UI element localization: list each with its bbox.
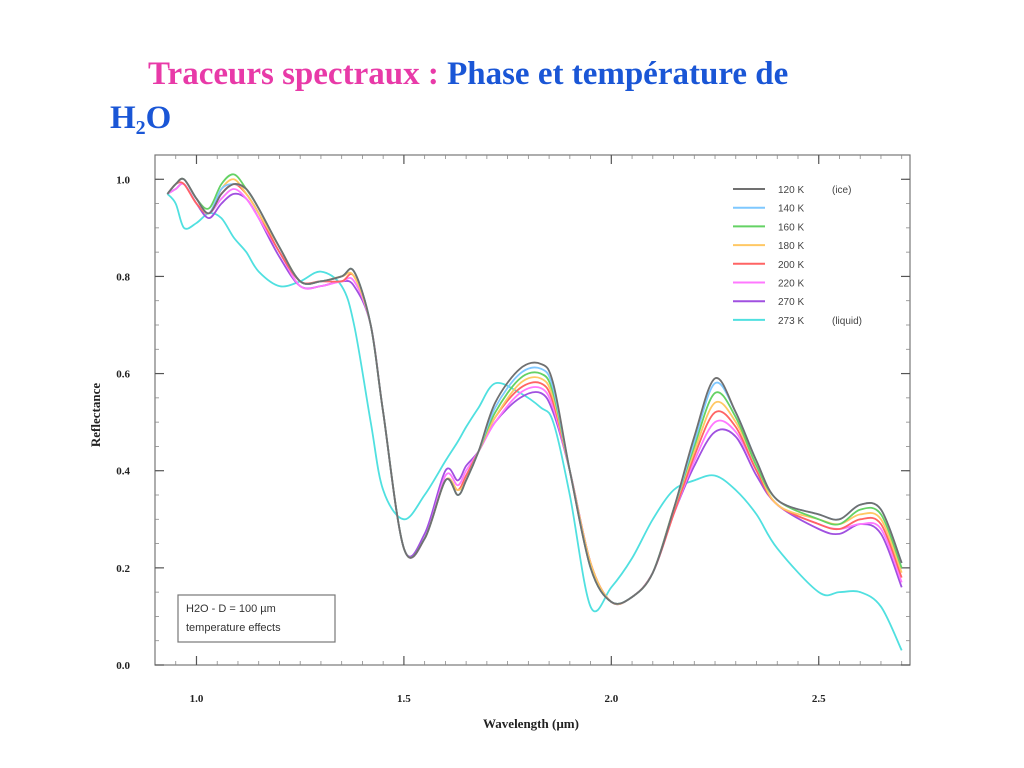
x-tick-label: 1.5 — [397, 693, 411, 705]
y-tick-label: 1.0 — [116, 174, 130, 186]
x-axis-label: Wavelength (µm) — [483, 716, 579, 731]
y-axis-label: Reflectance — [88, 383, 103, 447]
title-h: H — [110, 100, 136, 136]
annotation-line: temperature effects — [186, 622, 281, 634]
legend-label: 200 K — [778, 260, 804, 271]
y-tick-label: 0.4 — [116, 466, 130, 478]
title-part-pink: Traceurs spectraux : — [148, 56, 439, 92]
series-line-120-k — [166, 177, 903, 605]
title-part-blue: Phase et température de — [447, 56, 789, 92]
y-tick-label: 0.0 — [116, 660, 130, 672]
title-subscript: 2 — [135, 117, 146, 139]
legend-label: 270 K — [778, 297, 804, 308]
y-tick-label: 0.6 — [116, 369, 130, 381]
legend-label: 273 K — [778, 316, 804, 327]
x-tick-label: 2.5 — [812, 693, 826, 705]
x-tick-label: 2.0 — [604, 693, 618, 705]
legend-note: (ice) — [832, 185, 851, 196]
legend-label: 120 K — [778, 185, 804, 196]
legend-label: 160 K — [778, 222, 804, 233]
series-line-273-k — [166, 193, 903, 651]
legend-label: 140 K — [778, 204, 804, 215]
series-line-160-k — [166, 173, 903, 605]
legend-label: 180 K — [778, 241, 804, 252]
series-line-220-k — [166, 182, 903, 606]
annotation-box — [177, 594, 336, 643]
legend-note: (liquid) — [832, 316, 862, 327]
y-tick-label: 0.2 — [116, 563, 130, 575]
slide-title: Traceurs spectraux : Phase et températur… — [110, 52, 910, 140]
annotation-line: H2O - D = 100 µm — [186, 603, 276, 615]
y-tick-label: 0.8 — [116, 271, 130, 283]
plot-frame — [154, 154, 911, 666]
x-tick-label: 1.0 — [190, 693, 204, 705]
legend-label: 220 K — [778, 279, 804, 290]
title-o: O — [145, 100, 172, 136]
